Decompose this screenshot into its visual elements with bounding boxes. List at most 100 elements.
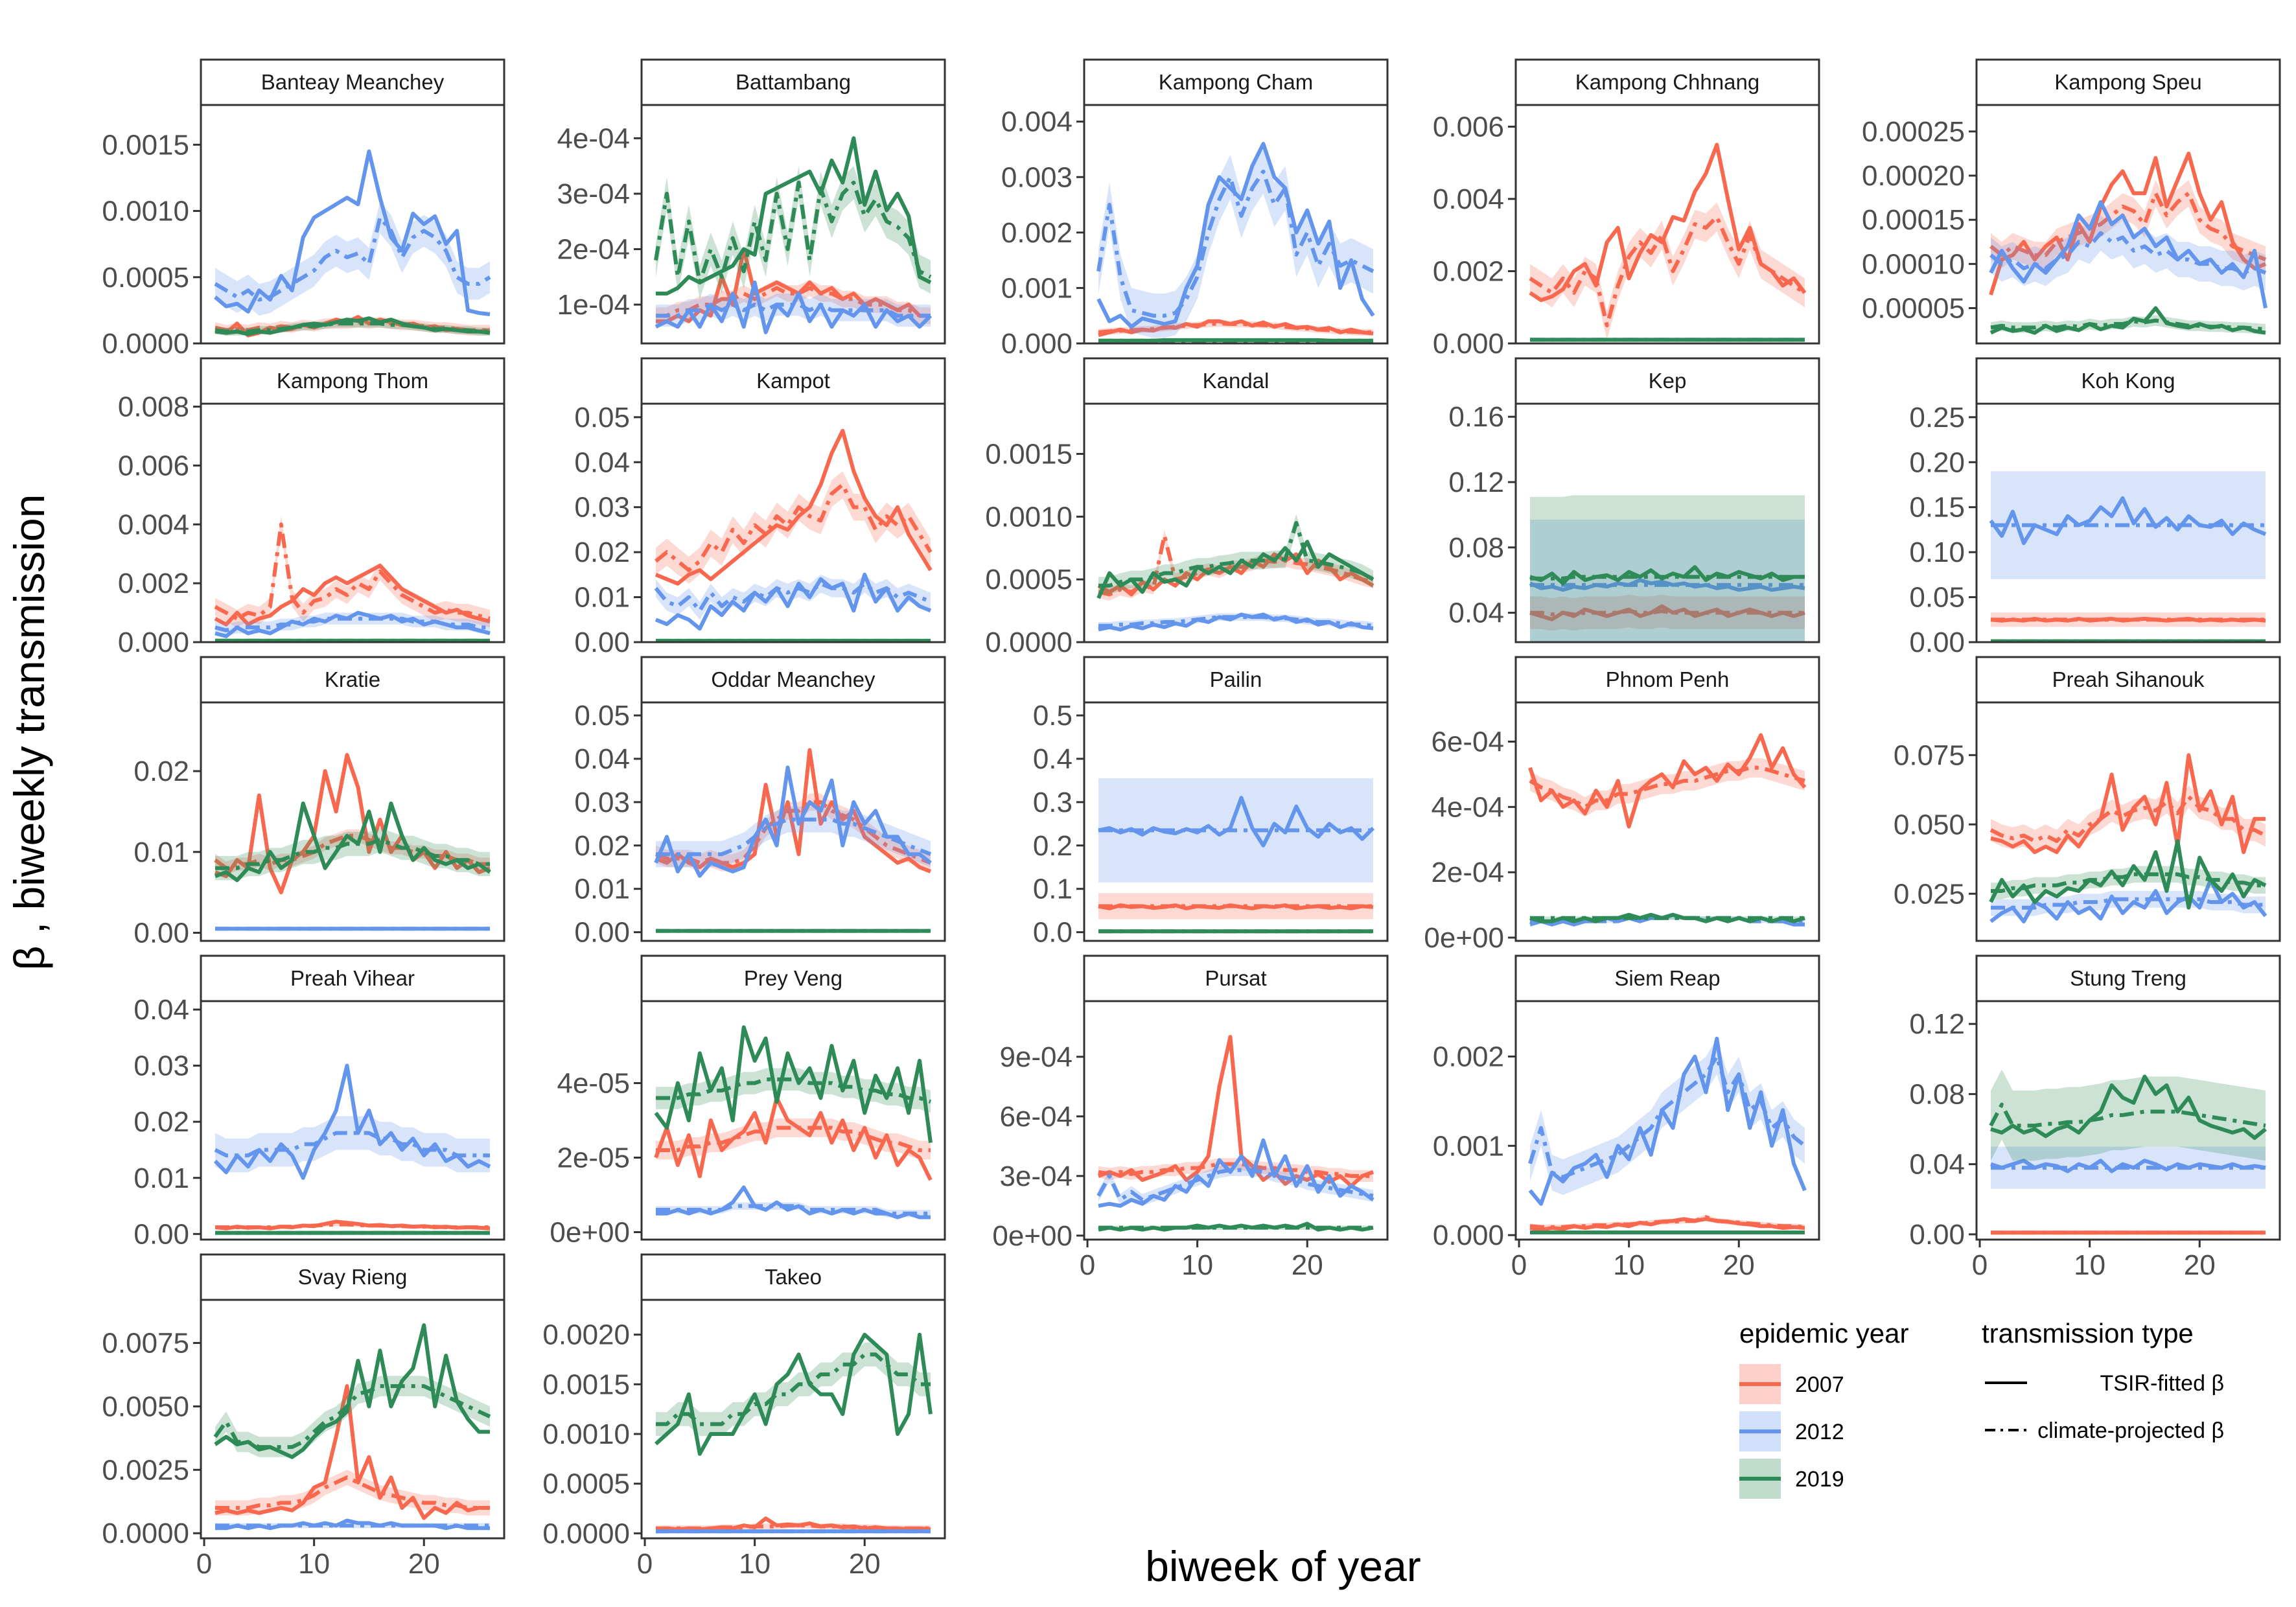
panel-title: Kampong Speu: [2054, 70, 2202, 94]
y-tick-label: 0.0005: [985, 564, 1073, 595]
y-tick-label: 3e-04: [557, 178, 630, 210]
fitted-line-2007: [655, 1516, 931, 1532]
fitted-line-2019: [214, 1323, 490, 1459]
x-axis-title: biweek of year: [1145, 1542, 1421, 1590]
y-tick-label: 0.0015: [985, 438, 1073, 470]
projected-line-2007: [214, 833, 490, 870]
legend-item-2019: 2019: [1739, 1459, 1844, 1499]
fitted-line-2007: [656, 247, 931, 323]
panel-title: Preah Sihanouk: [2052, 667, 2205, 691]
y-tick-label: 0.01: [574, 873, 630, 905]
panel-border: [640, 104, 946, 345]
y-tick-label: 9e-04: [999, 1041, 1073, 1073]
fitted-line-2019: [1098, 338, 1373, 343]
projected-line-2012: [214, 1131, 490, 1158]
y-tick-label: 0.02: [133, 756, 189, 787]
panel-border: [640, 1000, 946, 1241]
legend-label: 2012: [1795, 1420, 1844, 1444]
y-tick-label: 0.004: [118, 509, 189, 540]
y-tick-label: 0.00: [133, 918, 189, 949]
y-tick-label: 0.04: [1448, 597, 1504, 629]
panel-border: [1975, 701, 2281, 942]
panel-preah-vihear: Preah Vihear 0.00 0.01 0.02 0.03 0.04: [133, 954, 505, 1250]
y-tick-label: 0.02: [574, 537, 630, 568]
panel-plot-area: [1529, 143, 1807, 342]
y-tick-label: 0.03: [574, 787, 630, 818]
panel-kep: Kep 0.04 0.08 0.12 0.16: [1448, 357, 1820, 643]
y-tick-label: 0e+00: [550, 1217, 630, 1249]
y-tick-label: 0.001: [1001, 272, 1073, 304]
fitted-line-2012: [1528, 1036, 1807, 1206]
y-tick-label: 0.04: [574, 743, 630, 775]
y-tick-label: 0.20: [1909, 446, 1965, 478]
y-tick-label: 0.0020: [542, 1319, 630, 1351]
fitted-line-2019: [1990, 1074, 2267, 1140]
panel-strip: [1975, 954, 2281, 1002]
ribbon-2019: [215, 1376, 490, 1457]
y-tick-label: 0.12: [1909, 1008, 1965, 1040]
panel-border: [200, 1299, 505, 1540]
y-tick-label: 0.0000: [542, 1518, 630, 1549]
y-tick-label: 0.0000: [102, 328, 189, 360]
legend-label: 2019: [1795, 1467, 1844, 1492]
panel-strip: [1083, 954, 1389, 1002]
x-tick-label: 20: [1723, 1249, 1755, 1281]
y-tick-label: 0.008: [118, 391, 189, 423]
ribbon-2007: [1530, 202, 1805, 340]
y-tick-label: 0.002: [1433, 255, 1504, 287]
fitted-line-2007: [1989, 152, 2267, 295]
fitted-line-2019: [1096, 540, 1374, 599]
panel-title: Oddar Meanchey: [711, 667, 875, 691]
panel-preah-sihanouk: Preah Sihanouk 0.025 0.050 0.075: [1894, 656, 2281, 942]
y-tick-label: 0.0010: [542, 1418, 630, 1450]
panel-plot-area: [1989, 471, 2267, 642]
y-tick-label: 0.00: [1909, 1219, 1965, 1251]
legend-label: 2007: [1795, 1372, 1844, 1397]
panel-border: [1975, 1000, 2281, 1241]
panel-kampong-speu: Kampong Speu 0.00005 0.00010 0.00015 0.00020…: [1862, 58, 2281, 345]
panel-strip: [1975, 656, 2281, 704]
panel-plot-area: [654, 136, 933, 334]
panel-border: [1514, 701, 1820, 942]
fitted-line-2012: [1989, 877, 2267, 923]
y-tick-label: 0.05: [1909, 582, 1965, 614]
legend: epidemic year 2007 2012 2019 transmission …: [1739, 1318, 2224, 1499]
y-tick-label: 0.1: [1033, 873, 1073, 905]
fitted-line-2012: [1989, 496, 2267, 546]
y-axis-title: β , biweekly transmission: [5, 494, 53, 971]
panel-strip: [640, 58, 946, 106]
panel-plot-area: [214, 753, 491, 931]
projected-line-2019: [213, 1384, 491, 1450]
panel-plot-area: [1096, 141, 1375, 343]
fitted-line-2019: [214, 801, 491, 883]
panel-plot-area: [1096, 1035, 1374, 1232]
fitted-line-2012: [215, 1518, 490, 1531]
x-tick-label: 20: [2184, 1249, 2216, 1281]
panel-plot-area: [214, 149, 491, 338]
y-tick-label: 0.04: [1909, 1149, 1965, 1181]
panel-border: [200, 402, 505, 643]
panel-strip: [1514, 357, 1820, 405]
fitted-line-2012: [1098, 796, 1375, 848]
y-tick-label: 0.0: [1033, 917, 1073, 949]
fitted-line-2012: [1098, 612, 1374, 632]
panel-kampot: Kampot 0.00 0.01 0.02 0.03 0.04 0.05: [574, 357, 946, 658]
x-tick-label: 10: [739, 1548, 771, 1580]
projected-line-2019: [1098, 521, 1374, 588]
panel-plot-area: [654, 1332, 933, 1534]
y-tick-label: 0.3: [1033, 787, 1073, 818]
panel-border: [1514, 104, 1820, 345]
legend-label: TSIR-fitted β: [2100, 1371, 2224, 1396]
ribbon-2012: [1098, 149, 1373, 338]
y-tick-label: 0.04: [133, 994, 189, 1026]
fitted-line-2019: [215, 316, 491, 336]
y-tick-label: 0.002: [1433, 1041, 1504, 1072]
fitted-line-2019: [1529, 565, 1805, 586]
panel-plot-area: [213, 1323, 491, 1531]
panel-strip: [200, 656, 505, 704]
y-tick-label: 0.004: [1433, 183, 1504, 215]
ribbon-2007: [215, 829, 490, 875]
fitted-line-2012: [1989, 200, 2267, 309]
y-tick-label: 0.075: [1894, 739, 1965, 771]
